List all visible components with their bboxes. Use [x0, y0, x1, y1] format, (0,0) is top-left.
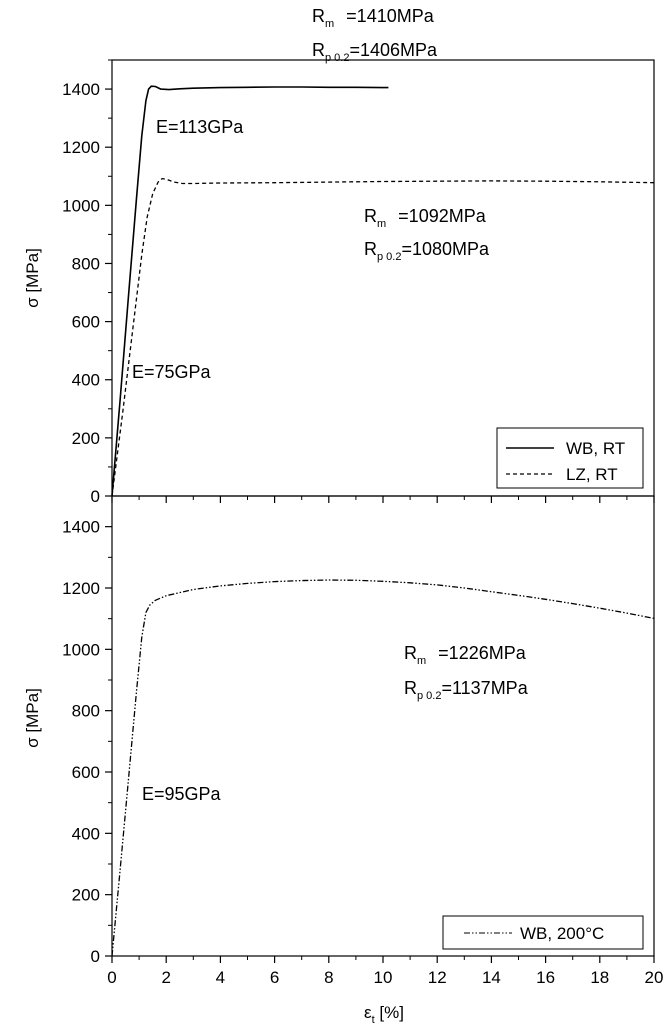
- anno-sub: m: [325, 18, 334, 30]
- legend-label-wb-rt: WB, RT: [566, 439, 625, 458]
- svg-text:Rm=1092MPa: Rm =1092MPa: [364, 206, 487, 230]
- bottom-annotation-strength: Rm =1226MPa Rp 0.2=1137MPa: [404, 643, 529, 702]
- top-legend: WB, RT LZ, RT: [496, 427, 644, 489]
- svg-text:Rp 0.2=1406MPa: Rp 0.2=1406MPa: [312, 40, 438, 64]
- top-y-tick-label: 1000: [62, 196, 100, 215]
- anno-value: =1092MPa: [398, 206, 487, 226]
- top-series-line-0: [111, 85, 389, 497]
- top-y-tick-label: 1400: [62, 80, 100, 99]
- anno-sub: m: [377, 218, 386, 230]
- x-label-main: ε: [364, 1003, 372, 1022]
- bottom-x-axis: 0 2 4 6 8 10 12 14 16 18 20: [107, 956, 663, 987]
- bottom-y-tick-label: 1400: [62, 518, 100, 537]
- bottom-plot-frame: [111, 495, 655, 957]
- top-annotation-e113: E=113GPa: [156, 117, 244, 137]
- bottom-legend: WB, 200°C: [442, 915, 644, 950]
- bottom-x-tick-label: 6: [270, 968, 279, 987]
- bottom-x-tick-label: 14: [482, 968, 501, 987]
- bottom-y-axis-label: σ [MPa]: [23, 688, 42, 748]
- top-y-axis: 0 200 400 600 800 1000 1200 1400: [62, 59, 112, 506]
- bottom-x-tick-label: 10: [374, 968, 393, 987]
- x-label-sub: t: [372, 1014, 375, 1026]
- bottom-y-axis: 0 200 400 600 800 1000 1200 1400: [62, 495, 112, 966]
- bottom-panel: 0 200 400 600 800 1000 1200 1400 0 2 4 6 8 10 12 14 16 1…: [23, 495, 663, 1026]
- x-axis-label: εt [%]: [364, 1003, 404, 1026]
- bottom-y-tick-label: 400: [72, 824, 100, 843]
- anno-value: =1080MPa: [401, 239, 490, 259]
- top-annotation-wb-strength: Rm =1410MPa Rp 0.2=1406MPa: [312, 6, 438, 64]
- bottom-series-line-0: [111, 579, 655, 957]
- anno-value: =1406MPa: [349, 40, 438, 60]
- top-y-tick-label: 1200: [62, 138, 100, 157]
- top-y-tick-label: 600: [72, 313, 100, 332]
- legend-label-lz-rt: LZ, RT: [566, 465, 618, 484]
- bottom-x-tick-label: 4: [216, 968, 225, 987]
- top-y-tick-label: 800: [72, 254, 100, 273]
- anno-main: R: [404, 643, 417, 663]
- top-series-group: [111, 85, 655, 497]
- bottom-x-tick-label: 16: [536, 968, 555, 987]
- bottom-series-group: [111, 579, 655, 957]
- bottom-x-tick-label: 18: [590, 968, 609, 987]
- top-y-tick-label: 400: [72, 371, 100, 390]
- anno-main: R: [312, 40, 325, 60]
- bottom-x-tick-label: 12: [428, 968, 447, 987]
- svg-text:Rp 0.2=1137MPa: Rp 0.2=1137MPa: [404, 678, 529, 702]
- anno-main: R: [404, 678, 417, 698]
- bottom-x-tick-label: 2: [161, 968, 170, 987]
- bottom-y-tick-label: 600: [72, 763, 100, 782]
- top-y-tick-label: 200: [72, 429, 100, 448]
- bottom-y-tick-label: 1000: [62, 640, 100, 659]
- anno-sub: p 0.2: [377, 251, 401, 263]
- anno-main: R: [364, 206, 377, 226]
- anno-sub: p 0.2: [325, 52, 349, 64]
- anno-value: =1410MPa: [346, 6, 435, 26]
- bottom-y-tick-label: 200: [72, 886, 100, 905]
- x-label-unit: [%]: [375, 1003, 404, 1022]
- bottom-x-tick-label: 0: [107, 968, 116, 987]
- bottom-x-tick-label: 8: [324, 968, 333, 987]
- bottom-y-tick-label: 800: [72, 702, 100, 721]
- top-series-line-1: [111, 177, 655, 497]
- top-annotation-lz-strength: Rm =1092MPa Rp 0.2=1080MPa: [364, 206, 490, 263]
- bottom-y-tick-label: 0: [91, 947, 100, 966]
- top-y-axis-label: σ [MPa]: [23, 248, 42, 308]
- top-panel: 0 200 400 600 800 1000 1200 1400 σ [MPa] Rm =141…: [23, 6, 655, 506]
- legend-label-wb-200c: WB, 200°C: [520, 924, 604, 943]
- bottom-annotation-e95: E=95GPa: [142, 784, 222, 804]
- bottom-x-tick-label: 20: [645, 968, 664, 987]
- svg-text:Rp 0.2=1080MPa: Rp 0.2=1080MPa: [364, 239, 490, 263]
- top-x-axis: [111, 496, 655, 503]
- top-annotation-e75: E=75GPa: [132, 362, 212, 382]
- anno-main: R: [312, 6, 325, 26]
- anno-sub: p 0.2: [417, 690, 441, 702]
- top-y-tick-label: 0: [91, 487, 100, 506]
- svg-text:Rm=1226MPa: Rm =1226MPa: [404, 643, 527, 667]
- svg-text:Rm=1410MPa: Rm =1410MPa: [312, 6, 435, 30]
- top-legend-box: [496, 427, 644, 489]
- anno-value: =1137MPa: [441, 678, 528, 698]
- anno-main: R: [364, 239, 377, 259]
- anno-value: =1226MPa: [438, 643, 527, 663]
- bottom-y-tick-label: 1200: [62, 579, 100, 598]
- anno-sub: m: [417, 655, 426, 667]
